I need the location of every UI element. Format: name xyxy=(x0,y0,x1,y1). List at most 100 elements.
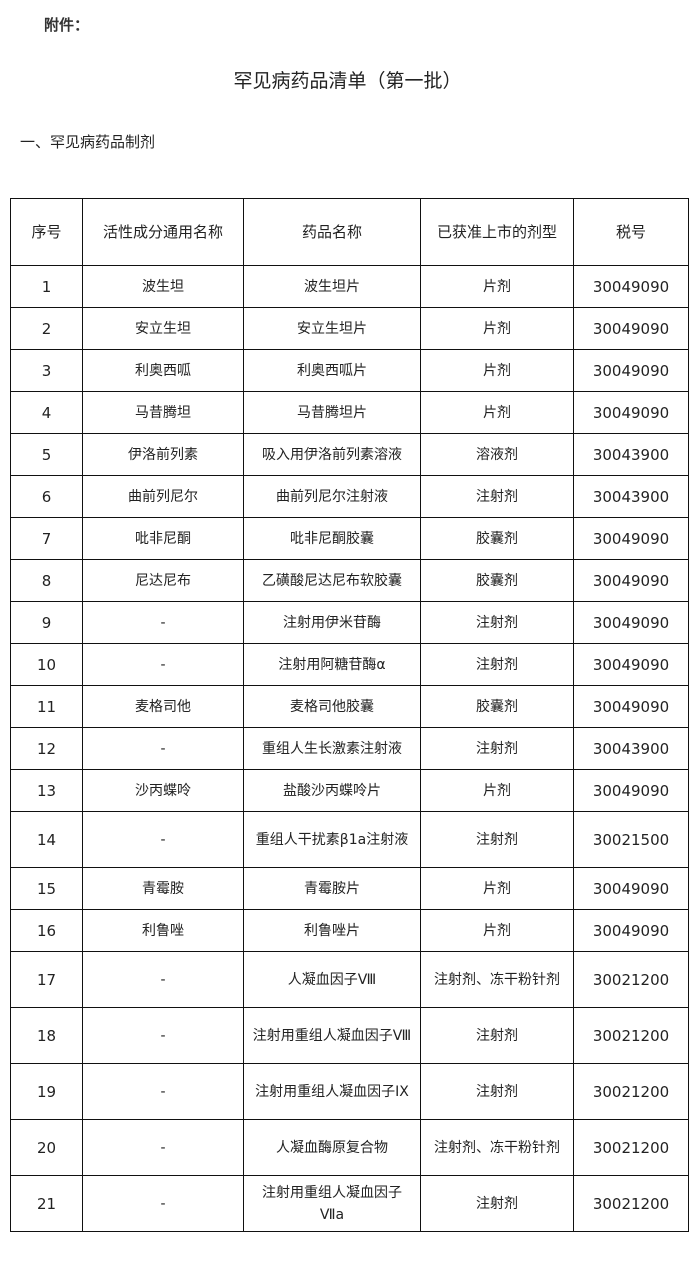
cell-index: 15 xyxy=(10,867,83,910)
cell-dosage-form: 注射剂 xyxy=(420,727,574,770)
cell-tax-code: 30021200 xyxy=(573,1007,689,1064)
cell-tax-code: 30021200 xyxy=(573,1175,689,1232)
cell-tax-code: 30021200 xyxy=(573,951,689,1008)
cell-dosage-form: 片剂 xyxy=(420,265,574,308)
cell-tax-code: 30049090 xyxy=(573,265,689,308)
cell-dosage-form: 注射剂 xyxy=(420,601,574,644)
table-row: 18- 注射用重组人凝血因子Ⅷ 注射剂 30021200 xyxy=(10,1007,689,1064)
table-row: 13 沙丙蝶呤 盐酸沙丙蝶呤片 片剂 30049090 xyxy=(10,769,689,812)
cell-dosage-form: 注射剂、冻干粉针剂 xyxy=(420,1119,574,1176)
cell-index: 3 xyxy=(10,349,83,392)
cell-tax-code: 30049090 xyxy=(573,867,689,910)
cell-dosage-form: 片剂 xyxy=(420,307,574,350)
cell-tax-code: 30049090 xyxy=(573,643,689,686)
cell-index: 14 xyxy=(10,811,83,868)
cell-tax-code: 30049090 xyxy=(573,391,689,434)
cell-dosage-form: 胶囊剂 xyxy=(420,685,574,728)
cell-index: 4 xyxy=(10,391,83,434)
cell-active-ingredient: 尼达尼布 xyxy=(82,559,244,602)
cell-dosage-form: 注射剂 xyxy=(420,475,574,518)
cell-drug-name: 注射用阿糖苷酶α xyxy=(243,643,421,686)
table-row: 10- 注射用阿糖苷酶α 注射剂 30049090 xyxy=(10,643,689,686)
header-tax-code: 税号 xyxy=(573,198,689,266)
cell-index: 7 xyxy=(10,517,83,560)
cell-drug-name: 人凝血因子Ⅷ xyxy=(243,951,421,1008)
cell-active-ingredient: 利奥西呱 xyxy=(82,349,244,392)
cell-drug-name: 波生坦片 xyxy=(243,265,421,308)
cell-active-ingredient: 麦格司他 xyxy=(82,685,244,728)
cell-active-ingredient: 安立生坦 xyxy=(82,307,244,350)
cell-index: 10 xyxy=(10,643,83,686)
cell-active-ingredient: 沙丙蝶呤 xyxy=(82,769,244,812)
cell-tax-code: 30043900 xyxy=(573,475,689,518)
table-row: 8 尼达尼布 乙磺酸尼达尼布软胶囊 胶囊剂 30049090 xyxy=(10,559,689,602)
cell-tax-code: 30049090 xyxy=(573,769,689,812)
table-row: 16 利鲁唑 利鲁唑片 片剂 30049090 xyxy=(10,909,689,952)
cell-active-ingredient: - xyxy=(82,1119,244,1176)
cell-index: 17 xyxy=(10,951,83,1008)
cell-active-ingredient: 青霉胺 xyxy=(82,867,244,910)
cell-tax-code: 30049090 xyxy=(573,559,689,602)
cell-active-ingredient: 马昔腾坦 xyxy=(82,391,244,434)
cell-active-ingredient: 曲前列尼尔 xyxy=(82,475,244,518)
cell-dosage-form: 片剂 xyxy=(420,867,574,910)
cell-drug-name: 利鲁唑片 xyxy=(243,909,421,952)
cell-drug-name: 马昔腾坦片 xyxy=(243,391,421,434)
header-index: 序号 xyxy=(10,198,83,266)
cell-index: 6 xyxy=(10,475,83,518)
cell-tax-code: 30049090 xyxy=(573,349,689,392)
cell-drug-name: 盐酸沙丙蝶呤片 xyxy=(243,769,421,812)
cell-active-ingredient: - xyxy=(82,727,244,770)
cell-tax-code: 30021200 xyxy=(573,1119,689,1176)
cell-dosage-form: 片剂 xyxy=(420,349,574,392)
cell-dosage-form: 注射剂、冻干粉针剂 xyxy=(420,951,574,1008)
cell-dosage-form: 胶囊剂 xyxy=(420,517,574,560)
cell-dosage-form: 片剂 xyxy=(420,909,574,952)
cell-index: 19 xyxy=(10,1063,83,1120)
cell-index: 18 xyxy=(10,1007,83,1064)
cell-index: 12 xyxy=(10,727,83,770)
cell-drug-name: 注射用伊米苷酶 xyxy=(243,601,421,644)
cell-dosage-form: 片剂 xyxy=(420,391,574,434)
cell-drug-name: 重组人干扰素β1a注射液 xyxy=(243,811,421,868)
table-row: 6 曲前列尼尔 曲前列尼尔注射液 注射剂 30043900 xyxy=(10,475,689,518)
cell-drug-name: 麦格司他胶囊 xyxy=(243,685,421,728)
cell-index: 16 xyxy=(10,909,83,952)
table-row: 9- 注射用伊米苷酶 注射剂 30049090 xyxy=(10,601,689,644)
cell-dosage-form: 注射剂 xyxy=(420,643,574,686)
table-row: 3 利奥西呱 利奥西呱片 片剂 30049090 xyxy=(10,349,689,392)
cell-active-ingredient: - xyxy=(82,1007,244,1064)
attachment-label: 附件： xyxy=(44,16,90,34)
cell-active-ingredient: 吡非尼酮 xyxy=(82,517,244,560)
cell-tax-code: 30049090 xyxy=(573,685,689,728)
cell-drug-name: 曲前列尼尔注射液 xyxy=(243,475,421,518)
table-row: 7 吡非尼酮 吡非尼酮胶囊 胶囊剂 30049090 xyxy=(10,517,689,560)
cell-active-ingredient: - xyxy=(82,643,244,686)
cell-dosage-form: 注射剂 xyxy=(420,811,574,868)
cell-dosage-form: 溶液剂 xyxy=(420,433,574,476)
cell-drug-name: 注射用重组人凝血因子Ⅷ xyxy=(243,1007,421,1064)
table-row: 12- 重组人生长激素注射液 注射剂 30043900 xyxy=(10,727,689,770)
table-row: 14- 重组人干扰素β1a注射液 注射剂 30021500 xyxy=(10,811,689,868)
table-row: 11 麦格司他 麦格司他胶囊 胶囊剂 30049090 xyxy=(10,685,689,728)
document-title: 罕见病药品清单（第一批） xyxy=(233,70,462,92)
cell-drug-name: 乙磺酸尼达尼布软胶囊 xyxy=(243,559,421,602)
table-row: 20- 人凝血酶原复合物 注射剂、冻干粉针剂 30021200 xyxy=(10,1119,689,1176)
header-active-ingredient: 活性成分通用名称 xyxy=(82,198,244,266)
cell-index: 5 xyxy=(10,433,83,476)
cell-drug-name: 利奥西呱片 xyxy=(243,349,421,392)
cell-index: 21 xyxy=(10,1175,83,1232)
cell-active-ingredient: - xyxy=(82,1175,244,1232)
cell-dosage-form: 注射剂 xyxy=(420,1063,574,1120)
cell-tax-code: 30049090 xyxy=(573,909,689,952)
cell-dosage-form: 注射剂 xyxy=(420,1175,574,1232)
cell-active-ingredient: 波生坦 xyxy=(82,265,244,308)
cell-tax-code: 30021500 xyxy=(573,811,689,868)
cell-active-ingredient: - xyxy=(82,1063,244,1120)
table-row: 4 马昔腾坦 马昔腾坦片 片剂 30049090 xyxy=(10,391,689,434)
section-heading: 一、罕见病药品制剂 xyxy=(20,133,156,151)
cell-tax-code: 30049090 xyxy=(573,307,689,350)
rare-disease-drug-table: 序号 活性成分通用名称 药品名称 已获准上市的剂型 税号 1 波生坦 波生坦片 片剂 3… xyxy=(10,198,689,1232)
cell-drug-name: 安立生坦片 xyxy=(243,307,421,350)
cell-active-ingredient: - xyxy=(82,811,244,868)
